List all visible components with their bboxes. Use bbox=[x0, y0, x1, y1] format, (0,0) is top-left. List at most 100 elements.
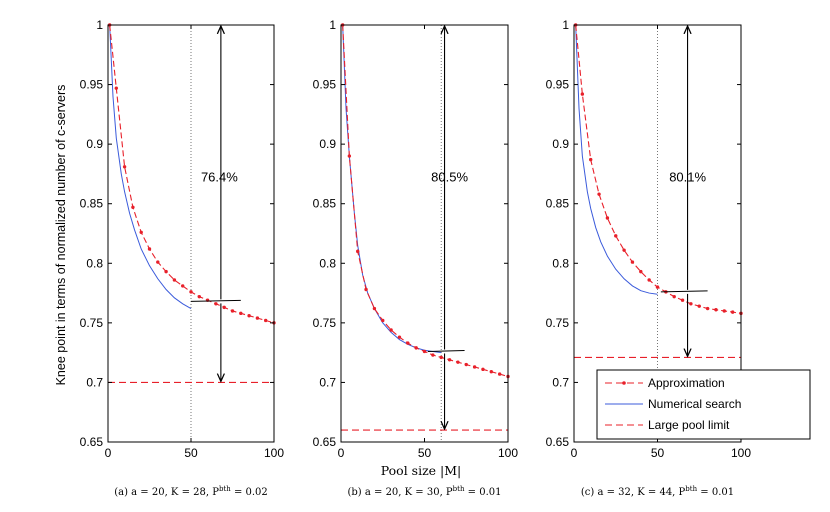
approximation-point bbox=[247, 314, 251, 318]
approximation-point bbox=[472, 365, 477, 369]
approximation-point bbox=[497, 372, 502, 376]
x-tick-label: 50 bbox=[184, 446, 198, 460]
approximation-point bbox=[122, 165, 127, 169]
panel-caption-superscript: bth bbox=[453, 485, 465, 493]
y-tick-label: 0.95 bbox=[80, 78, 104, 92]
approximation-point bbox=[647, 278, 651, 282]
approximation-point bbox=[672, 294, 676, 299]
approximation-point bbox=[456, 360, 460, 364]
approximation-point bbox=[381, 318, 385, 323]
y-tick-label: 0.9 bbox=[552, 137, 569, 151]
x-axis-label: Pool size |M| bbox=[381, 463, 462, 478]
approximation-point bbox=[264, 318, 268, 323]
approximation-point bbox=[431, 353, 435, 357]
approximation-point bbox=[347, 154, 352, 158]
legend-limit-label: Large pool limit bbox=[648, 418, 730, 432]
x-tick-label: 50 bbox=[418, 446, 432, 460]
x-tick-label: 0 bbox=[105, 446, 112, 460]
x-tick-label: 100 bbox=[264, 446, 284, 460]
approximation-point bbox=[230, 309, 235, 313]
panel-1: 76.4% 0.65 0.7 0.75 0.8 0.85 0.9 0.95 1 0 50 100 (a)… bbox=[80, 18, 285, 498]
y-tick-label: 1 bbox=[96, 18, 103, 32]
approximation-point bbox=[422, 349, 427, 354]
numerical-search-line bbox=[342, 24, 442, 354]
panel-caption: (a) a = 20, K = 28, Pbth = 0.02 bbox=[114, 485, 268, 498]
approximation-point bbox=[722, 309, 726, 313]
panel-caption-part: = 0.02 bbox=[231, 487, 268, 498]
panel-caption: (b) a = 20, K = 30, Pbth = 0.01 bbox=[347, 485, 501, 498]
approximation-point bbox=[580, 92, 585, 96]
approximation-point bbox=[131, 205, 135, 209]
y-tick-label: 0.8 bbox=[552, 256, 569, 270]
approximation-point bbox=[356, 249, 360, 254]
approximation-point bbox=[680, 298, 685, 302]
approximation-point bbox=[147, 247, 152, 251]
panel-3: 80.1% 0.65 0.7 0.75 0.8 0.85 0.9 0.95 1 0 50 100 (c)… bbox=[546, 18, 752, 498]
approximation-point bbox=[189, 290, 193, 294]
y-tick-label: 1 bbox=[562, 18, 569, 32]
y-tick-label: 0.7 bbox=[319, 375, 336, 389]
approximation-point bbox=[655, 285, 660, 289]
approximation-point bbox=[481, 367, 485, 372]
knee-marker bbox=[190, 299, 241, 302]
y-tick-label: 0.85 bbox=[546, 197, 570, 211]
panel-caption-part: (a) a = 20, K = 28, P bbox=[114, 487, 219, 498]
approximation-point bbox=[139, 230, 143, 235]
approximation-point bbox=[597, 192, 601, 196]
panel-caption-superscript: bth bbox=[685, 485, 697, 493]
y-tick-label: 0.8 bbox=[86, 256, 103, 270]
y-tick-label: 0.7 bbox=[86, 375, 103, 389]
percentage-label: 80.5% bbox=[431, 170, 468, 185]
y-tick-label: 0.9 bbox=[86, 137, 103, 151]
numerical-search-line bbox=[575, 24, 658, 295]
approximation-point bbox=[639, 269, 643, 274]
y-tick-label: 0.85 bbox=[80, 197, 104, 211]
panel-caption-part: (b) a = 20, K = 30, P bbox=[347, 487, 452, 498]
approximation-point bbox=[389, 328, 393, 332]
panel-caption: (c) a = 32, K = 44, Pbth = 0.01 bbox=[581, 485, 734, 498]
knee-marker bbox=[660, 290, 708, 293]
approximation-point bbox=[714, 308, 718, 312]
approximation-point bbox=[364, 287, 368, 292]
approximation-point bbox=[689, 302, 693, 306]
approximation-point bbox=[397, 335, 402, 339]
y-tick-label: 0.65 bbox=[546, 435, 570, 449]
x-tick-label: 100 bbox=[731, 446, 751, 460]
x-tick-label: 0 bbox=[338, 446, 345, 460]
y-tick-label: 0.7 bbox=[552, 375, 569, 389]
y-tick-label: 0.85 bbox=[313, 197, 337, 211]
approximation-point bbox=[164, 269, 168, 274]
numerical-search-line bbox=[109, 24, 192, 309]
y-tick-label: 0.75 bbox=[80, 316, 104, 330]
y-tick-label: 0.9 bbox=[319, 137, 336, 151]
approximation-point bbox=[239, 311, 243, 316]
y-tick-label: 0.75 bbox=[546, 316, 570, 330]
approximation-line bbox=[342, 24, 509, 378]
approximation-point bbox=[439, 355, 443, 360]
y-tick-label: 0.65 bbox=[313, 435, 337, 449]
approximation-point bbox=[447, 358, 452, 362]
panel-caption-part: (c) a = 32, K = 44, P bbox=[581, 487, 686, 498]
approximation-point bbox=[222, 305, 226, 310]
approximation-point bbox=[605, 216, 610, 220]
x-tick-label: 50 bbox=[651, 446, 665, 460]
panel-caption-part: = 0.01 bbox=[697, 487, 734, 498]
panel-caption-superscript: bth bbox=[219, 485, 231, 493]
legend-approx-marker bbox=[622, 381, 626, 385]
approximation-point bbox=[622, 248, 626, 252]
y-tick-label: 0.75 bbox=[313, 316, 337, 330]
y-tick-label: 0.8 bbox=[319, 256, 336, 270]
approximation-point bbox=[705, 306, 710, 311]
x-tick-label: 100 bbox=[498, 446, 518, 460]
percentage-label: 80.1% bbox=[669, 170, 706, 185]
knee-marker bbox=[427, 349, 465, 352]
approximation-point bbox=[197, 294, 201, 299]
percentage-label: 76.4% bbox=[201, 170, 238, 185]
y-axis-label: Knee point in terms of normalized number… bbox=[54, 85, 68, 386]
approximation-point bbox=[730, 310, 735, 314]
approximation-line bbox=[109, 24, 275, 324]
legend-numerical-label: Numerical search bbox=[648, 397, 741, 411]
approximation-point bbox=[114, 86, 119, 90]
panel-2: 80.5% 0.65 0.7 0.75 0.8 0.85 0.9 0.95 1 0 50 100 (b)… bbox=[313, 18, 519, 498]
axes-frame bbox=[340, 24, 509, 443]
